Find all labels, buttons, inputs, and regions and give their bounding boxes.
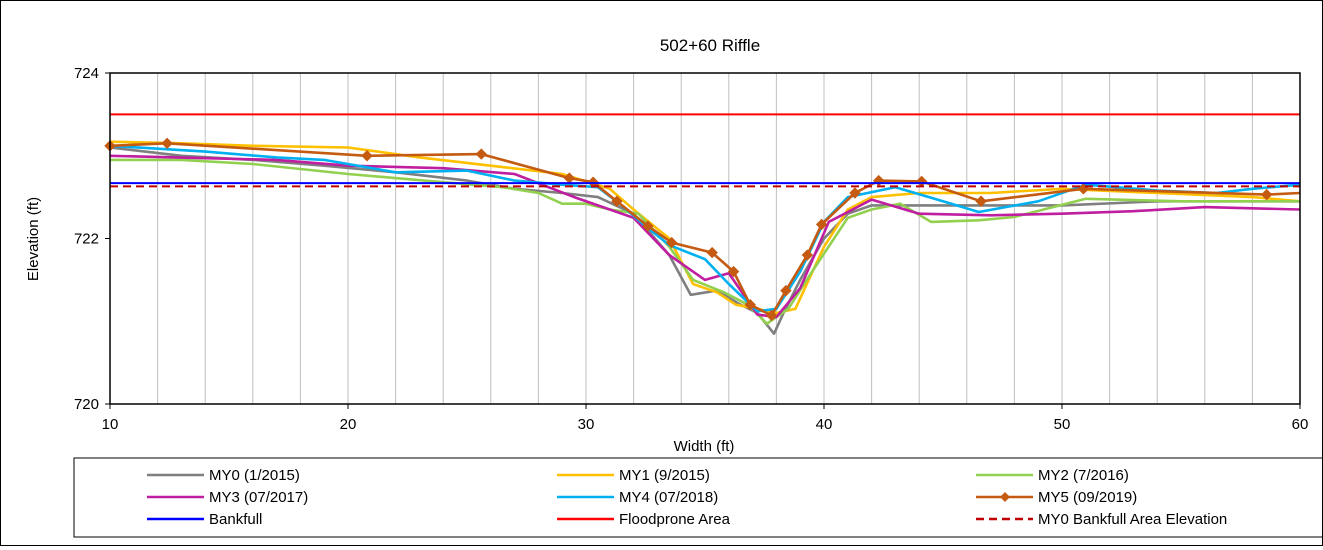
- legend-label: Floodprone Area: [619, 511, 731, 528]
- series-my2-7-2016: [110, 158, 1300, 326]
- series-my1-9-2015-line: [109, 140, 1301, 315]
- x-tick-label: 10: [102, 416, 119, 433]
- y-axis-label: Elevation (ft): [25, 197, 42, 281]
- x-axis-label: Width (ft): [674, 438, 735, 455]
- legend-item-bankfull: Bankfull: [147, 511, 262, 528]
- series-my5-09-2019-marker: [611, 195, 623, 207]
- legend-label: MY4 (07/2018): [619, 489, 718, 506]
- y-tick-label: 720: [74, 396, 99, 413]
- legend-marker: [1000, 492, 1010, 502]
- series-layer: [104, 113, 1301, 336]
- series-my5-09-2019-marker: [665, 236, 678, 249]
- y-tick-label: 724: [74, 65, 99, 82]
- series-my0-1-2015: [109, 146, 1300, 336]
- x-tick-label: 20: [340, 416, 357, 433]
- series-my5-09-2019-marker: [975, 195, 987, 207]
- legend-label: Bankfull: [209, 511, 262, 528]
- series-my5-09-2019-marker: [727, 265, 740, 278]
- gridlines: [157, 73, 1253, 404]
- series-my5-09-2019-marker: [475, 148, 487, 160]
- legend-label: MY1 (9/2015): [619, 467, 710, 484]
- legend-label: MY3 (07/2017): [209, 489, 308, 506]
- series-my5-09-2019-marker: [161, 137, 173, 150]
- legend-item-my4-07-2018: MY4 (07/2018): [557, 489, 718, 506]
- legend-label: MY0 (1/2015): [209, 467, 300, 484]
- series-my4-07-2018-line: [109, 144, 1301, 313]
- legend-item-my0-bankfull-area-elevation: MY0 Bankfull Area Elevation: [976, 511, 1227, 528]
- chart-title: 502+60 Riffle: [660, 36, 760, 55]
- series-my2-7-2016-line: [110, 158, 1300, 326]
- x-tick-label: 50: [1054, 416, 1071, 433]
- x-tick-label: 30: [578, 416, 595, 433]
- x-tick-label: 40: [816, 416, 833, 433]
- series-my5-09-2019-marker: [361, 150, 373, 162]
- legend-label: MY0 Bankfull Area Elevation: [1038, 511, 1227, 528]
- plot-area: [109, 72, 1301, 405]
- legend-item-my3-07-2017: MY3 (07/2017): [147, 489, 308, 506]
- series-my4-07-2018: [109, 144, 1301, 313]
- legend-box: [73, 457, 1323, 538]
- legend-label: MY2 (7/2016): [1038, 467, 1129, 484]
- series-my5-09-2019-marker: [849, 187, 861, 199]
- legend-item-my5-09-2019: MY5 (09/2019): [976, 489, 1137, 506]
- x-tick-label: 60: [1292, 416, 1309, 433]
- legend-item-my2-7-2016: MY2 (7/2016): [976, 467, 1129, 484]
- series-my5-09-2019-marker: [815, 218, 828, 231]
- series-my5-09-2019-marker: [780, 284, 792, 297]
- axes: 10 20 30 40 50 60 720 722 724: [74, 65, 1308, 433]
- series-my5-09-2019-marker: [915, 175, 928, 188]
- series-my5-09-2019-marker: [744, 298, 756, 311]
- legend-item-floodprone-area: Floodprone Area: [557, 511, 731, 528]
- series-my5-09-2019-marker: [801, 249, 814, 261]
- legend-item-my0-1-2015: MY0 (1/2015): [147, 467, 300, 484]
- series-my5-09-2019-line: [109, 142, 1301, 317]
- series-my5-09-2019-marker: [765, 309, 778, 322]
- series-my5-09-2019-marker: [1260, 188, 1273, 201]
- series-my5-09-2019-marker: [706, 246, 718, 259]
- legend-label: MY5 (09/2019): [1038, 489, 1137, 506]
- series-my0-1-2015-line: [109, 146, 1300, 336]
- y-tick-label: 722: [74, 231, 99, 248]
- legend-item-my1-9-2015: MY1 (9/2015): [557, 467, 710, 484]
- series-my1-9-2015: [109, 140, 1301, 315]
- series-my3-07-2017: [109, 154, 1301, 319]
- legend: MY0 (1/2015) MY1 (9/2015) MY2 (7/2016) MY3 …: [73, 457, 1323, 538]
- series-my5-09-2019-marker: [642, 220, 654, 232]
- series-my3-07-2017-line: [109, 154, 1301, 319]
